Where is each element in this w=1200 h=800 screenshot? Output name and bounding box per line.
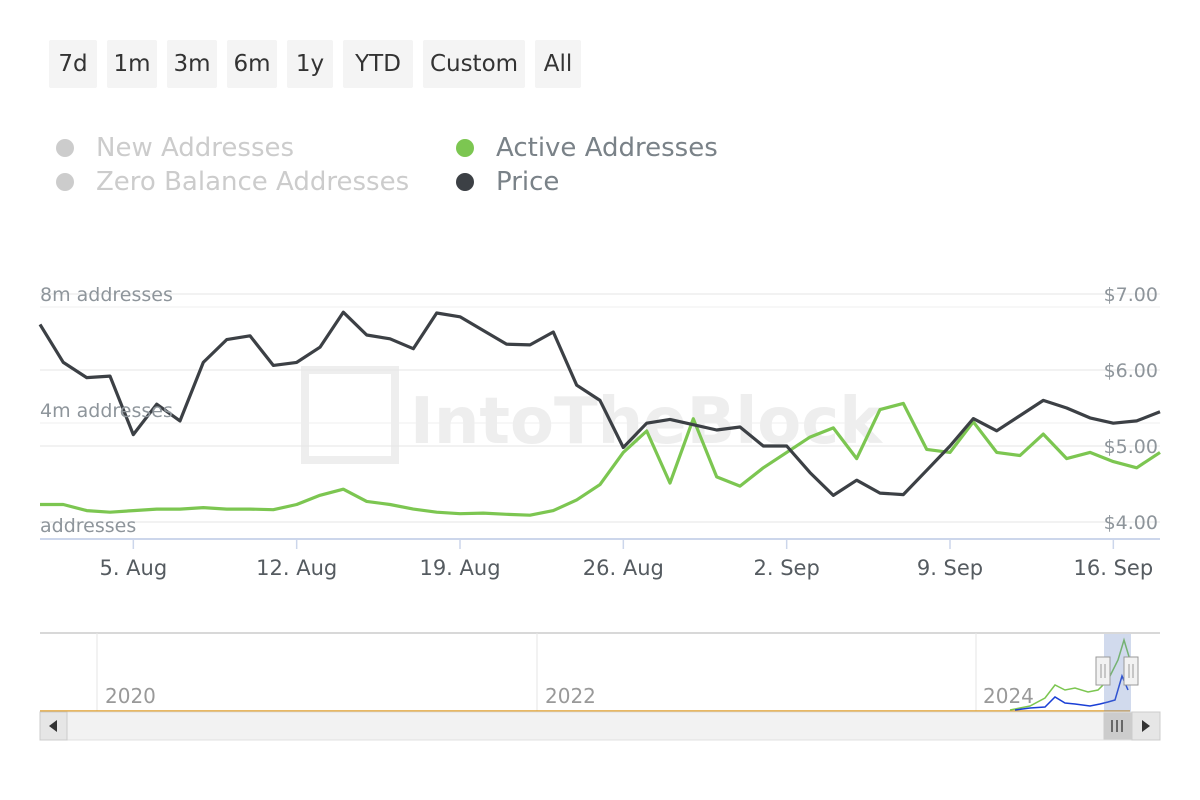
navigator-year-label: 2020 [105, 684, 156, 708]
right-axis-label: $7.00 [1104, 284, 1158, 306]
grid-lines [40, 293, 1160, 540]
x-axis-label: 26. Aug [583, 556, 664, 580]
navigator-handle-right[interactable] [1123, 656, 1139, 686]
series-line-active-addresses [40, 401, 1161, 517]
legend-label: New Addresses [96, 133, 295, 163]
navigator-series-active [1009, 637, 1133, 711]
right-axis-label: $4.00 [1104, 512, 1158, 534]
handle-box [1095, 656, 1111, 686]
navigator-selection [1104, 634, 1131, 712]
right-axis-label: $6.00 [1104, 360, 1158, 382]
chevron-right-icon [1142, 720, 1150, 732]
handle-box [1123, 656, 1139, 686]
scroll-thumb-box [1103, 712, 1132, 740]
range-button-6m[interactable]: 6m [227, 40, 277, 88]
navigator-year-label: 2022 [545, 684, 596, 708]
chevron-left-icon [49, 720, 57, 732]
range-selector: 7d 1m 3m 6m 1y YTD Custom All [49, 40, 581, 88]
scroll-right-box [1131, 711, 1161, 741]
axes: 8m addresses 4m addresses addresses $7.00 $6… [40, 284, 1160, 580]
range-button-7d[interactable]: 7d [49, 40, 97, 88]
left-axis-label: 4m addresses [40, 400, 173, 422]
x-axis-label: 16. Sep [1074, 556, 1154, 580]
scrollbar-left-button[interactable] [39, 711, 68, 741]
x-axis-label: 2. Sep [754, 556, 820, 580]
x-axis-label: 5. Aug [99, 556, 167, 580]
legend-dot [56, 139, 74, 157]
range-button-custom[interactable]: Custom [423, 40, 525, 88]
legend-label: Price [496, 167, 560, 197]
x-axis-label: 19. Aug [419, 556, 500, 580]
legend-item-new-addresses[interactable]: New Addresses [56, 133, 294, 163]
legend-label: Active Addresses [496, 133, 718, 163]
series-lines [38, 310, 1161, 517]
legend-item-zero-balance-addresses[interactable]: Zero Balance Addresses [56, 167, 409, 197]
legend-dot [56, 173, 74, 191]
legend-dot [456, 173, 474, 191]
range-button-3m[interactable]: 3m [167, 40, 217, 88]
navigator-year-label: 2024 [983, 684, 1034, 708]
range-button-ytd[interactable]: YTD [343, 40, 413, 88]
scrollbar-thumb[interactable] [1103, 712, 1132, 740]
x-axis-label: 9. Sep [917, 556, 983, 580]
navigator-series-new [1014, 673, 1129, 711]
watermark-text: IntoTheBlock [410, 385, 883, 459]
legend-label: Zero Balance Addresses [96, 167, 410, 197]
legend-item-price[interactable]: Price [456, 167, 559, 197]
navigator-scrollbar [39, 711, 1161, 741]
scrollbar-right-button[interactable] [1131, 711, 1161, 741]
range-button-1m[interactable]: 1m [107, 40, 157, 88]
watermark-logo [301, 366, 399, 464]
left-axis-label: 8m addresses [40, 284, 173, 306]
range-button-1y[interactable]: 1y [287, 40, 333, 88]
range-button-all[interactable]: All [535, 40, 581, 88]
left-axis-label: addresses [40, 515, 136, 537]
navigator: 2020 2022 2024 [39, 632, 1161, 741]
scroll-left-box [39, 711, 68, 741]
navigator-handle-left[interactable] [1095, 656, 1111, 686]
scrollbar-track [39, 711, 1161, 741]
x-axis-label: 12. Aug [256, 556, 337, 580]
legend-item-active-addresses[interactable]: Active Addresses [456, 133, 718, 163]
right-axis-label: $5.00 [1104, 436, 1158, 458]
watermark: IntoTheBlock [301, 366, 883, 464]
legend-dot [456, 139, 474, 157]
series-line-price [38, 310, 1161, 497]
